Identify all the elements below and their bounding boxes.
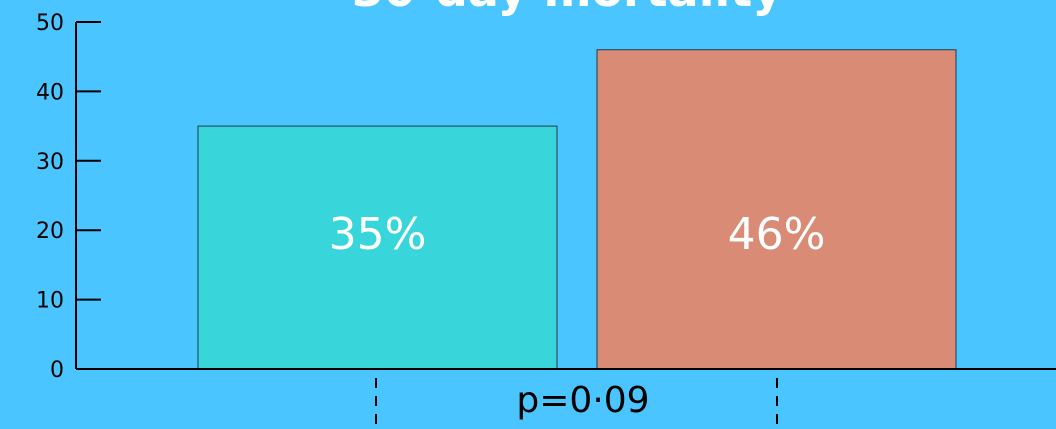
y-tick-label-20: 20 — [36, 219, 64, 244]
y-tick-label-10: 10 — [36, 289, 64, 314]
significance-annotation: p=0·09 — [375, 378, 778, 429]
y-tick-label-40: 40 — [36, 80, 64, 105]
y-tick-label-50: 50 — [36, 11, 64, 36]
bar-label-2: 46% — [728, 209, 826, 260]
y-tick-label-30: 30 — [36, 150, 64, 175]
chart-title: 30-day mortality — [352, 0, 782, 17]
bars-layer: 35% 46% — [197, 49, 957, 370]
bar-2 — [596, 49, 957, 370]
bar-label-1: 35% — [329, 209, 427, 260]
y-axis: 0 10 20 30 40 50 — [36, 11, 1056, 383]
bar-1 — [197, 125, 558, 370]
p-value-label: p=0·09 — [516, 380, 649, 421]
y-tick-label-0: 0 — [50, 358, 64, 383]
